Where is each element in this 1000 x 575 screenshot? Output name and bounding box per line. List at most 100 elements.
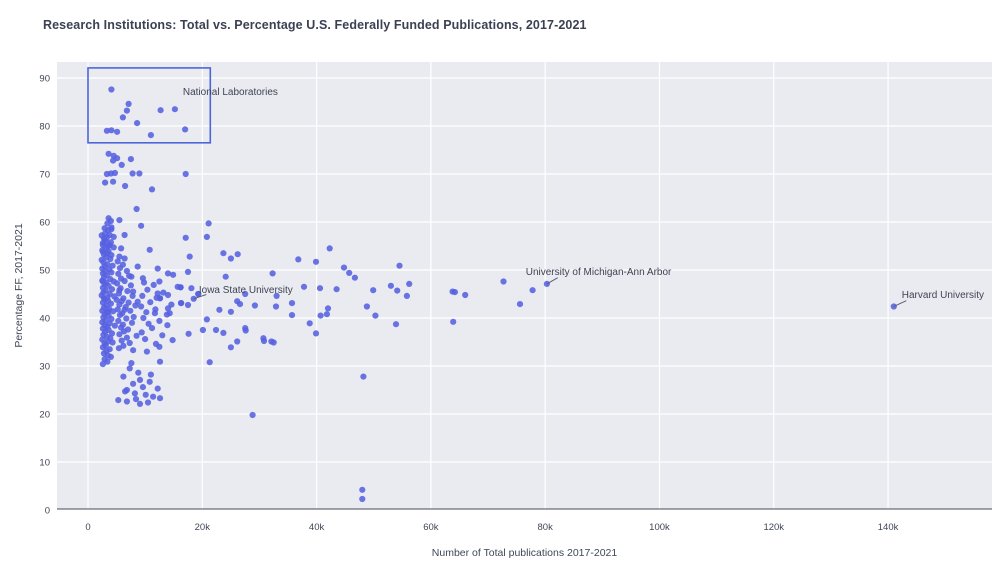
data-point[interactable] xyxy=(110,233,117,240)
data-point[interactable] xyxy=(462,291,469,299)
data-point[interactable] xyxy=(159,332,166,339)
data-point[interactable] xyxy=(199,326,206,334)
data-point[interactable] xyxy=(260,337,268,345)
data-point[interactable] xyxy=(105,248,112,255)
data-point[interactable] xyxy=(156,317,163,324)
data-point[interactable] xyxy=(123,267,130,275)
data-point[interactable] xyxy=(123,398,130,405)
data-point[interactable] xyxy=(394,287,401,294)
data-point[interactable] xyxy=(206,359,213,366)
data-point[interactable] xyxy=(160,289,167,296)
data-point[interactable] xyxy=(406,280,413,287)
data-point[interactable] xyxy=(99,361,106,368)
data-point[interactable] xyxy=(136,376,144,383)
data-point[interactable] xyxy=(529,287,536,294)
data-point[interactable] xyxy=(185,330,192,337)
data-point[interactable] xyxy=(115,397,122,404)
data-point[interactable] xyxy=(123,107,130,114)
data-point[interactable] xyxy=(115,270,122,277)
data-point[interactable] xyxy=(108,127,115,134)
data-point[interactable] xyxy=(140,279,148,286)
data-point[interactable] xyxy=(132,396,140,403)
data-point[interactable] xyxy=(220,250,227,257)
data-point[interactable] xyxy=(324,305,332,312)
data-point[interactable] xyxy=(212,326,220,334)
data-point[interactable] xyxy=(516,301,524,308)
data-point[interactable] xyxy=(105,150,112,157)
data-point[interactable] xyxy=(288,300,296,307)
data-point[interactable] xyxy=(99,240,106,247)
data-point[interactable] xyxy=(126,272,133,279)
data-point[interactable] xyxy=(138,303,145,310)
data-point[interactable] xyxy=(121,277,128,285)
data-point[interactable] xyxy=(156,395,164,402)
data-point[interactable] xyxy=(125,100,132,107)
data-point[interactable] xyxy=(147,371,154,378)
data-point[interactable] xyxy=(135,369,142,376)
data-point[interactable] xyxy=(403,292,410,299)
data-point[interactable] xyxy=(127,156,134,163)
data-point[interactable] xyxy=(500,278,507,285)
data-point[interactable] xyxy=(340,264,348,271)
data-point[interactable] xyxy=(145,320,152,327)
data-point[interactable] xyxy=(153,294,160,301)
data-point[interactable] xyxy=(242,327,249,334)
data-point[interactable] xyxy=(220,329,227,336)
data-point[interactable] xyxy=(120,373,127,380)
data-point[interactable] xyxy=(123,334,130,341)
data-point[interactable] xyxy=(107,255,114,263)
data-point[interactable] xyxy=(110,178,117,185)
data-point[interactable] xyxy=(134,120,141,127)
data-point[interactable] xyxy=(114,258,121,265)
data-point[interactable] xyxy=(450,318,457,325)
data-point[interactable] xyxy=(128,319,136,326)
data-point[interactable] xyxy=(132,302,139,309)
data-point[interactable] xyxy=(125,299,132,306)
data-point[interactable] xyxy=(333,286,340,293)
data-point[interactable] xyxy=(317,312,324,319)
data-point[interactable] xyxy=(102,179,109,186)
data-point[interactable] xyxy=(203,233,210,240)
data-point[interactable] xyxy=(122,182,129,190)
data-point[interactable] xyxy=(188,285,195,292)
data-point[interactable] xyxy=(295,256,302,263)
data-point[interactable] xyxy=(134,263,141,270)
data-point[interactable] xyxy=(288,312,296,319)
data-point[interactable] xyxy=(130,380,137,387)
data-point[interactable] xyxy=(126,365,133,372)
data-point[interactable] xyxy=(122,303,129,311)
data-point[interactable] xyxy=(251,302,258,309)
data-point[interactable] xyxy=(136,170,143,177)
data-point[interactable] xyxy=(116,312,124,319)
data-point[interactable] xyxy=(157,107,164,114)
data-point[interactable] xyxy=(234,251,241,258)
data-point[interactable] xyxy=(140,314,147,322)
data-point[interactable] xyxy=(114,306,121,313)
data-point[interactable] xyxy=(150,281,157,288)
data-point[interactable] xyxy=(346,269,353,276)
data-point[interactable] xyxy=(154,265,161,272)
data-point[interactable] xyxy=(312,330,320,337)
data-point[interactable] xyxy=(103,234,110,241)
data-point[interactable] xyxy=(115,290,122,297)
data-point[interactable] xyxy=(147,299,154,306)
data-point[interactable] xyxy=(147,132,154,139)
data-point[interactable] xyxy=(136,400,144,407)
data-point[interactable] xyxy=(143,309,150,316)
data-point[interactable] xyxy=(169,337,176,344)
data-point[interactable] xyxy=(182,170,189,178)
data-point[interactable] xyxy=(114,280,121,287)
data-point[interactable] xyxy=(164,270,172,277)
data-point[interactable] xyxy=(124,288,131,295)
data-point[interactable] xyxy=(121,231,128,239)
data-point[interactable] xyxy=(177,284,184,291)
data-point[interactable] xyxy=(131,390,138,397)
data-point[interactable] xyxy=(216,306,223,313)
data-point[interactable] xyxy=(360,373,367,380)
data-point[interactable] xyxy=(146,246,153,253)
data-point[interactable] xyxy=(117,285,124,292)
data-point[interactable] xyxy=(152,306,159,313)
data-point[interactable] xyxy=(108,269,115,276)
data-point[interactable] xyxy=(273,292,280,299)
data-point[interactable] xyxy=(129,170,136,177)
